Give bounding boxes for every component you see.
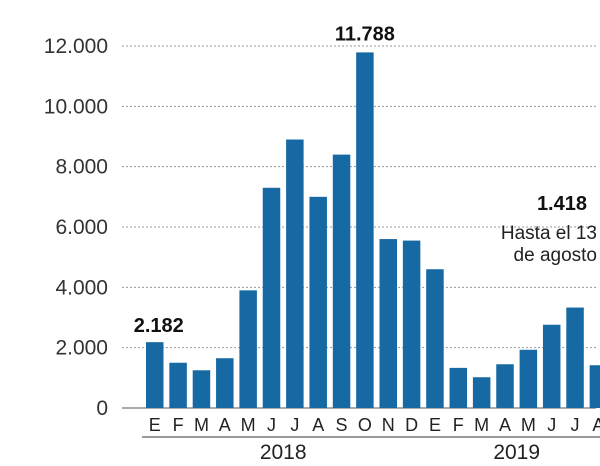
bar [472, 377, 491, 408]
x-tick-label: A [312, 415, 324, 435]
bars [146, 52, 600, 409]
y-tick-label: 0 [96, 397, 108, 420]
y-tick-label: 2.000 [55, 337, 108, 360]
x-tick-label: J [547, 415, 556, 435]
year-label: 2019 [493, 441, 540, 464]
annotation-text: de agosto [514, 245, 597, 266]
bar [496, 364, 514, 408]
x-tick-label: A [499, 415, 511, 435]
x-tick-label: A [219, 415, 231, 435]
bar [402, 240, 421, 408]
bar [192, 370, 211, 408]
y-tick-label: 12.000 [44, 35, 108, 58]
x-tick-label: M [474, 415, 489, 435]
bar [146, 342, 164, 408]
data-label: 1.418 [537, 193, 587, 215]
x-tick-label: O [358, 415, 372, 435]
y-tick-label: 4.000 [55, 276, 108, 299]
bar [519, 349, 538, 408]
bar [216, 358, 234, 408]
bar [566, 307, 584, 408]
x-tick-label: F [453, 415, 464, 435]
x-tick-label: M [194, 415, 209, 435]
bar [449, 367, 468, 408]
x-tick-label: E [149, 415, 161, 435]
bar [262, 187, 281, 408]
x-tick-label: M [521, 415, 536, 435]
bar [426, 269, 444, 408]
data-label: 2.182 [134, 315, 184, 337]
annotation-text: Hasta el 13 [501, 223, 597, 244]
bar [379, 239, 397, 408]
bar [309, 196, 327, 408]
bar [589, 365, 600, 408]
data-label: 11.788 [335, 23, 395, 45]
x-tick-label: F [173, 415, 184, 435]
y-tick-label: 8.000 [55, 156, 108, 179]
x-tick-label: A [592, 415, 600, 435]
y-tick-label: 10.000 [44, 95, 108, 118]
x-tick-label: E [429, 415, 441, 435]
y-tick-label: 6.000 [55, 216, 108, 239]
y-axis: 0 2.000 4.000 6.000 8.000 10.000 12.000 [44, 35, 108, 420]
bar [239, 290, 257, 408]
x-tick-label: D [405, 415, 418, 435]
bar [286, 139, 304, 408]
x-tick-label: J [571, 415, 580, 435]
bar [332, 154, 351, 408]
year-label: 2018 [260, 441, 307, 464]
x-tick-label: J [267, 415, 276, 435]
bar [542, 324, 561, 408]
bar [169, 362, 187, 408]
x-tick-label: M [241, 415, 256, 435]
x-tick-label: N [382, 415, 395, 435]
x-tick-label: S [336, 415, 348, 435]
bar [356, 52, 374, 409]
x-tick-label: J [290, 415, 299, 435]
